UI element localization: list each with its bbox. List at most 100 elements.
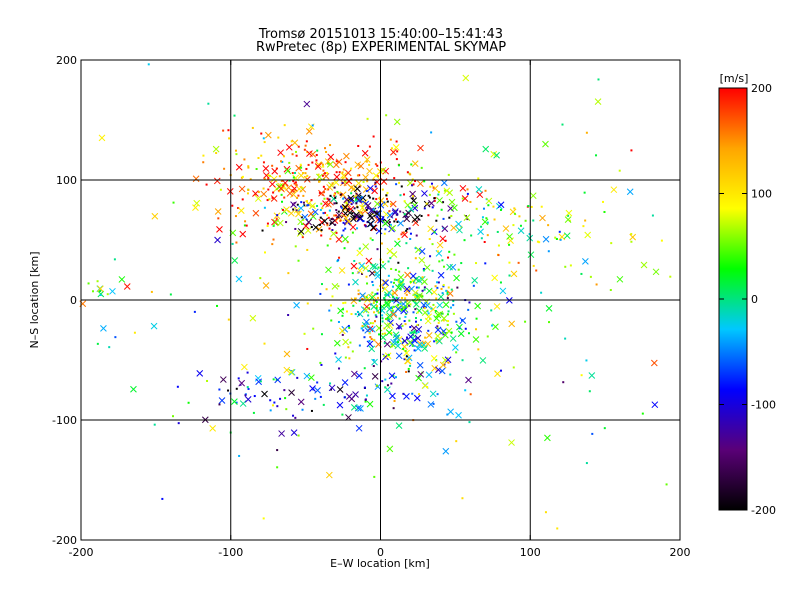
data-point [513, 207, 516, 210]
data-point [319, 216, 322, 219]
data-point [524, 219, 527, 222]
data-point [436, 325, 439, 328]
data-point-cross [302, 222, 310, 230]
data-point-cross [440, 179, 448, 187]
data-point-cross [356, 267, 364, 274]
data-point [333, 194, 336, 197]
data-point [324, 211, 327, 214]
data-point [342, 229, 345, 232]
data-point [390, 281, 393, 284]
data-point [595, 283, 598, 286]
data-point [222, 129, 225, 132]
data-point [452, 304, 455, 307]
data-point-cross [427, 225, 435, 233]
data-point [329, 237, 332, 240]
data-point-cross [366, 400, 374, 408]
data-point [603, 210, 606, 213]
data-point [513, 212, 516, 215]
data-point-cross [517, 227, 525, 235]
data-point-cross [278, 430, 285, 437]
data-point [428, 238, 431, 241]
data-point [287, 314, 290, 317]
data-point [449, 373, 452, 376]
data-point [305, 167, 308, 170]
data-point [310, 226, 313, 229]
data-point-cross [335, 211, 343, 219]
data-point [312, 327, 315, 330]
data-point [441, 259, 444, 262]
data-point [431, 206, 434, 209]
data-point [306, 302, 309, 305]
data-point-cross [362, 186, 370, 193]
data-point-cross [415, 374, 422, 382]
data-point-cross [100, 325, 107, 332]
data-point [422, 267, 425, 270]
data-point-cross [386, 322, 394, 330]
data-point [438, 260, 441, 263]
data-point [300, 166, 303, 169]
data-point-cross [439, 235, 447, 243]
data-point [618, 169, 621, 172]
data-point [300, 201, 303, 204]
data-point [275, 217, 278, 220]
data-point [641, 412, 644, 415]
data-point [339, 193, 342, 196]
data-point [351, 272, 354, 275]
data-point [595, 154, 598, 157]
data-point [362, 220, 365, 223]
data-point-cross [357, 162, 365, 170]
data-point-cross [417, 144, 424, 152]
y-tick-label: -200 [52, 534, 77, 547]
data-point-cross [421, 345, 429, 352]
data-point [554, 236, 557, 239]
data-point [584, 219, 587, 222]
data-point [375, 301, 378, 304]
data-point [272, 191, 275, 194]
data-point [347, 324, 350, 327]
data-point-cross [351, 370, 358, 378]
data-point [409, 303, 412, 306]
data-point [319, 395, 322, 398]
data-point [353, 196, 356, 199]
data-point-cross [651, 401, 659, 409]
data-point-cross [508, 439, 515, 446]
data-point-cross [342, 203, 349, 211]
data-point-cross [333, 173, 341, 181]
data-point [357, 293, 360, 296]
data-point [319, 208, 322, 211]
data-point [406, 228, 409, 231]
data-point-cross [423, 264, 431, 271]
data-point-cross [311, 208, 319, 216]
data-point [96, 280, 99, 283]
data-point [297, 434, 300, 437]
data-point-cross [436, 310, 444, 318]
data-point-cross [331, 283, 339, 290]
data-point-cross [416, 361, 424, 369]
data-point [294, 150, 297, 153]
data-point [375, 307, 378, 310]
data-point [342, 168, 345, 171]
data-point [405, 370, 408, 373]
data-point [411, 197, 414, 200]
data-point [303, 148, 306, 151]
data-point [536, 240, 539, 243]
data-point-cross [303, 100, 311, 108]
data-point [461, 359, 464, 362]
data-point [382, 261, 385, 264]
data-point-cross [403, 285, 411, 293]
data-point-cross [340, 172, 347, 179]
data-point-cross [285, 184, 292, 191]
data-point [380, 306, 383, 309]
data-point [433, 231, 436, 234]
data-point-cross [306, 150, 313, 157]
data-point-cross [308, 374, 315, 382]
data-point [381, 320, 384, 323]
data-point [416, 311, 419, 314]
data-point-cross [239, 230, 247, 238]
data-point [407, 267, 410, 270]
data-point [394, 376, 397, 379]
data-point-cross [395, 352, 403, 360]
data-point-cross [510, 270, 518, 278]
data-point-cross [290, 429, 298, 436]
data-point-cross [404, 287, 411, 295]
